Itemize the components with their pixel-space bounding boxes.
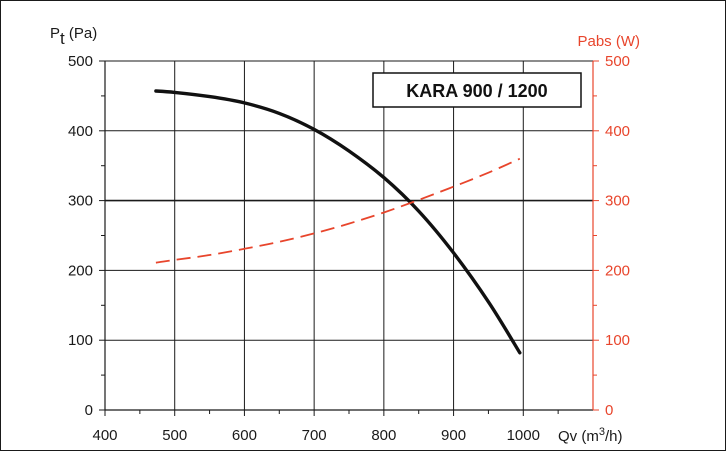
y-axis-left-title: Pt (Pa) [50,25,97,48]
x-tick-label: 700 [302,427,327,444]
power-curve-line [155,157,521,264]
x-title-sup: 3 [599,426,605,438]
y-left-title-sub: t [60,29,65,48]
y-right-tick-label: 400 [605,123,630,140]
pressure-curve-line [154,89,522,355]
x-tick-label: 500 [162,427,187,444]
model-annotation: KARA 900 / 1200 [372,72,582,108]
y-left-tick-label: 400 [68,123,93,140]
x-tick-label: 1000 [507,427,540,444]
y-axis-right-title: Pabs (W) [577,33,640,50]
y-left-tick-label: 200 [68,262,93,279]
x-title-end: /h) [605,428,623,445]
y-left-title-unit: (Pa) [65,25,98,42]
y-right-tick-label: 100 [605,332,630,349]
x-axis-title: Qv (m3/h) [558,426,622,445]
y-left-tick-label: 0 [85,402,93,419]
x-title-main: Qv (m [558,428,599,445]
grid [99,60,599,416]
model-annotation-text: KARA 900 / 1200 [406,81,547,101]
y-left-tick-label: 500 [68,53,93,70]
x-tick-label: 600 [232,427,257,444]
y-right-tick-label: 200 [605,262,630,279]
series-lines [154,89,522,355]
y-right-tick-label: 300 [605,193,630,210]
y-left-title-main: P [50,25,60,42]
x-tick-label: 900 [441,427,466,444]
y-right-tick-label: 500 [605,53,630,70]
y-right-tick-label: 0 [605,402,613,419]
x-tick-label: 400 [92,427,117,444]
model-annotation-box [372,72,582,108]
y-left-tick-label: 100 [68,332,93,349]
tick-labels: 400 500 600 700 800 900 1000 0 0 100 100 200 200 300 3… [68,53,630,444]
y-left-tick-label: 300 [68,193,93,210]
x-tick-label: 800 [371,427,396,444]
